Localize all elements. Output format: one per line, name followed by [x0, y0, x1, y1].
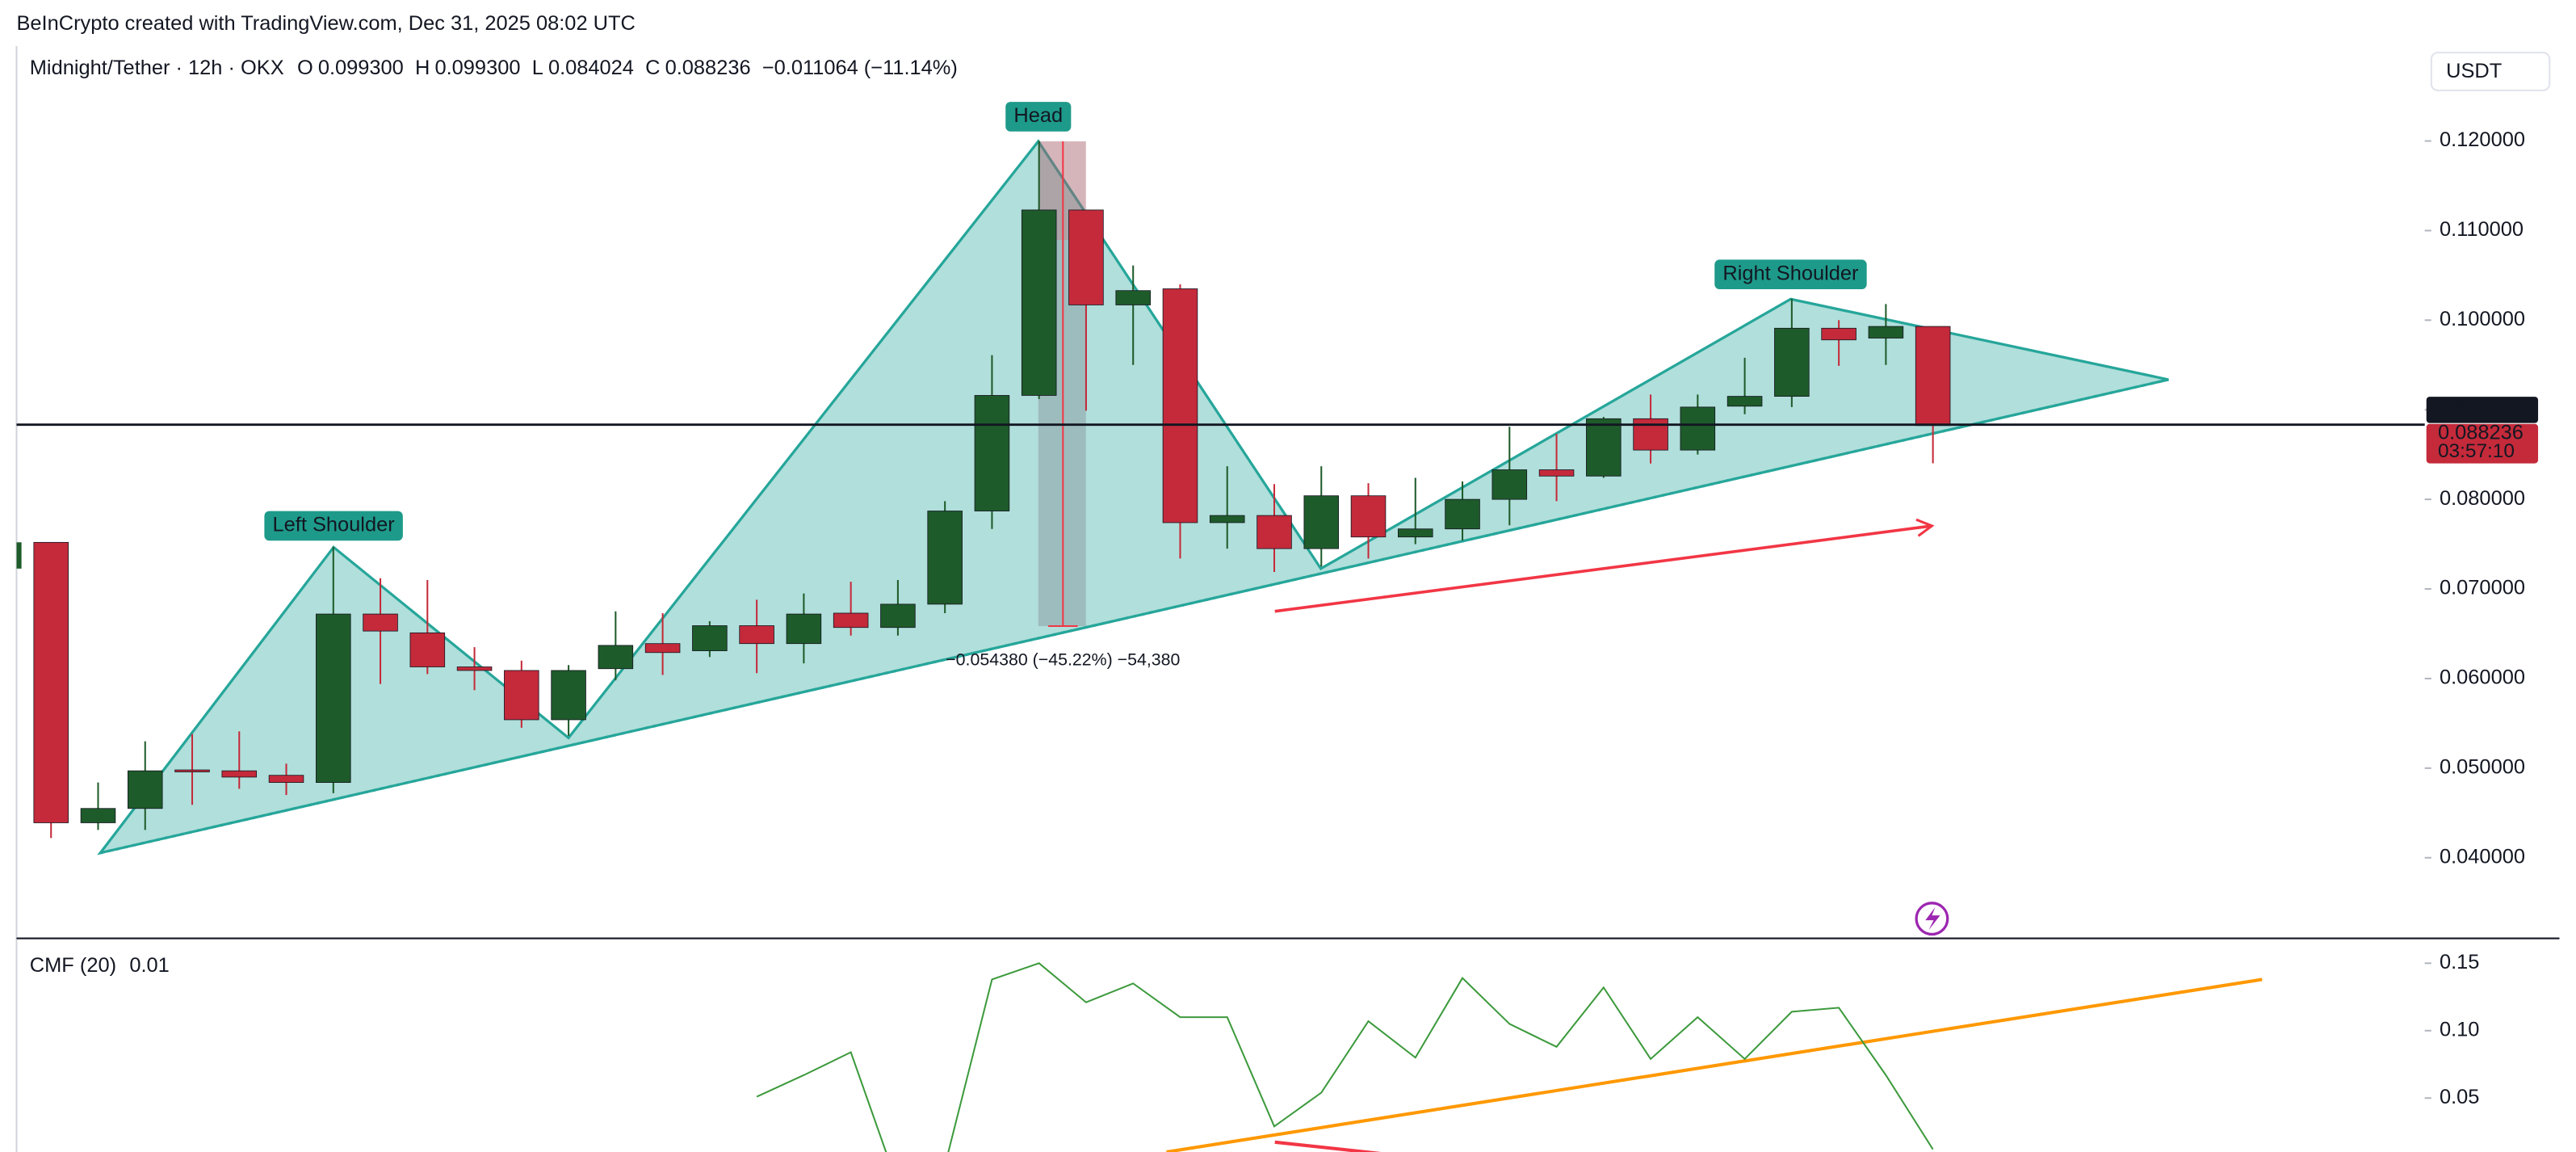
candle-body [1538, 469, 1575, 477]
cmf-line [756, 962, 1934, 1152]
candle-body [1209, 515, 1245, 523]
y-tick-label: 0.100000 [2440, 308, 2525, 330]
candle-body [1726, 396, 1763, 407]
candle-body [268, 775, 304, 783]
cmf-trendline [1166, 978, 2263, 1152]
candle-body [1162, 288, 1198, 523]
candle-body [1586, 418, 1622, 477]
candles [33, 141, 1951, 839]
candle-body [880, 603, 916, 629]
right-shoulder-label: Right Shoulder [1722, 262, 1859, 284]
ohlc-value: 0.084024 [548, 57, 634, 79]
price-line-box [2426, 397, 2539, 423]
candle-body [833, 612, 869, 629]
candle-body [1068, 209, 1104, 305]
candle-body [1633, 418, 1668, 451]
left-shoulder-label: Left Shoulder [273, 514, 396, 536]
y-tick-label: 0.080000 [2440, 487, 2525, 510]
y-tick-label: 0.110000 [2440, 218, 2524, 241]
price-trendline-echo [1274, 1140, 1382, 1152]
candle-body [1774, 327, 1810, 397]
candle-body [409, 632, 446, 667]
candle-body [644, 643, 681, 654]
countdown: 03:57:10 [2438, 440, 2515, 462]
candle-body [363, 613, 398, 632]
symbol: Midnight/Tether · 12h · OKX [30, 57, 284, 79]
cmf-current: 0.01 [129, 954, 169, 977]
cmf-axis: 0.05 0.10 0.15 CMF (20) 0.01 [30, 951, 2480, 1108]
candle-body [174, 769, 210, 772]
y-tick-label: 0.040000 [2440, 845, 2525, 868]
candle-body [786, 613, 822, 645]
candle-body [1350, 495, 1387, 538]
watermark: BeInCrypto created with TradingView.com,… [17, 12, 636, 35]
candle-body [551, 670, 586, 721]
change: −0.011064 (−11.14%) [762, 57, 958, 79]
candle-body [1445, 498, 1480, 530]
candle-body [1680, 406, 1716, 451]
candle-body [927, 511, 963, 605]
candle-body [1491, 469, 1528, 500]
event-icon-bolt [1925, 906, 1940, 931]
ohlc-key: L [532, 57, 543, 79]
y-tick-label: 0.120000 [2440, 128, 2525, 151]
candle-body [221, 770, 258, 778]
candle-body [127, 770, 163, 809]
currency-box [2430, 52, 2551, 91]
header: Midnight/Tether · 12h · OKX O 0.099300 H 0.0… [30, 57, 958, 79]
candle-body [1257, 515, 1292, 549]
last-price-label: 0.088236 [2438, 422, 2524, 444]
last-price-marker [2426, 423, 2539, 464]
candle-body [1398, 528, 1433, 538]
ohlc-value: 0.088236 [665, 57, 751, 79]
candle-body [1021, 209, 1057, 396]
price-axis: 0.040000 0.050000 0.060000 0.070000 0.080000… [16, 128, 2539, 868]
y-tick-label: 0.060000 [2440, 666, 2525, 689]
ohlc-value: 0.099300 [318, 57, 404, 79]
price-line-label: 0.088337 [2438, 397, 2524, 420]
candle-body [598, 645, 634, 670]
ohlc-key: C [645, 57, 660, 79]
right-shoulder-label-badge [1714, 259, 1867, 290]
ohlc-value: 0.099300 [434, 57, 520, 79]
head-label-badge [1005, 102, 1072, 132]
left-edge-marker [16, 542, 22, 569]
candle-body [33, 541, 69, 823]
cmf-name: CMF (20) [30, 954, 116, 977]
y-tick-label: 0.050000 [2440, 756, 2525, 779]
left-shoulder-label-badge [264, 511, 403, 541]
cmf-tick-label: 0.05 [2440, 1086, 2479, 1108]
candle-body [739, 625, 774, 645]
candle-body [692, 625, 728, 651]
candle-body [504, 670, 539, 721]
trend-arrow [1274, 518, 1935, 613]
ohlc-key: O [297, 57, 313, 79]
candle-body [1115, 290, 1151, 305]
ohlc-key: H [415, 57, 430, 79]
measure-label: −0.054380 (−45.22%) −54,380 [946, 650, 1180, 669]
candle-body [456, 666, 493, 671]
cmf-tick-label: 0.10 [2440, 1018, 2479, 1041]
candle-body [80, 808, 116, 823]
cmf-tick-label: 0.15 [2440, 951, 2479, 973]
candle-body [316, 613, 351, 783]
y-tick-label: 0.070000 [2440, 577, 2525, 599]
candle-body [1821, 327, 1856, 341]
annotations: Head Left Shoulder Right Shoulder −0.054380… [264, 102, 1867, 669]
candle-body [974, 395, 1010, 511]
currency: USDT [2446, 60, 2502, 82]
candle-body [1915, 326, 1951, 427]
candle-body [1868, 326, 1904, 338]
head-label: Head [1013, 104, 1063, 127]
neckline [99, 378, 2169, 855]
cmf-pane [756, 962, 2263, 1152]
candle-body [1303, 495, 1340, 549]
